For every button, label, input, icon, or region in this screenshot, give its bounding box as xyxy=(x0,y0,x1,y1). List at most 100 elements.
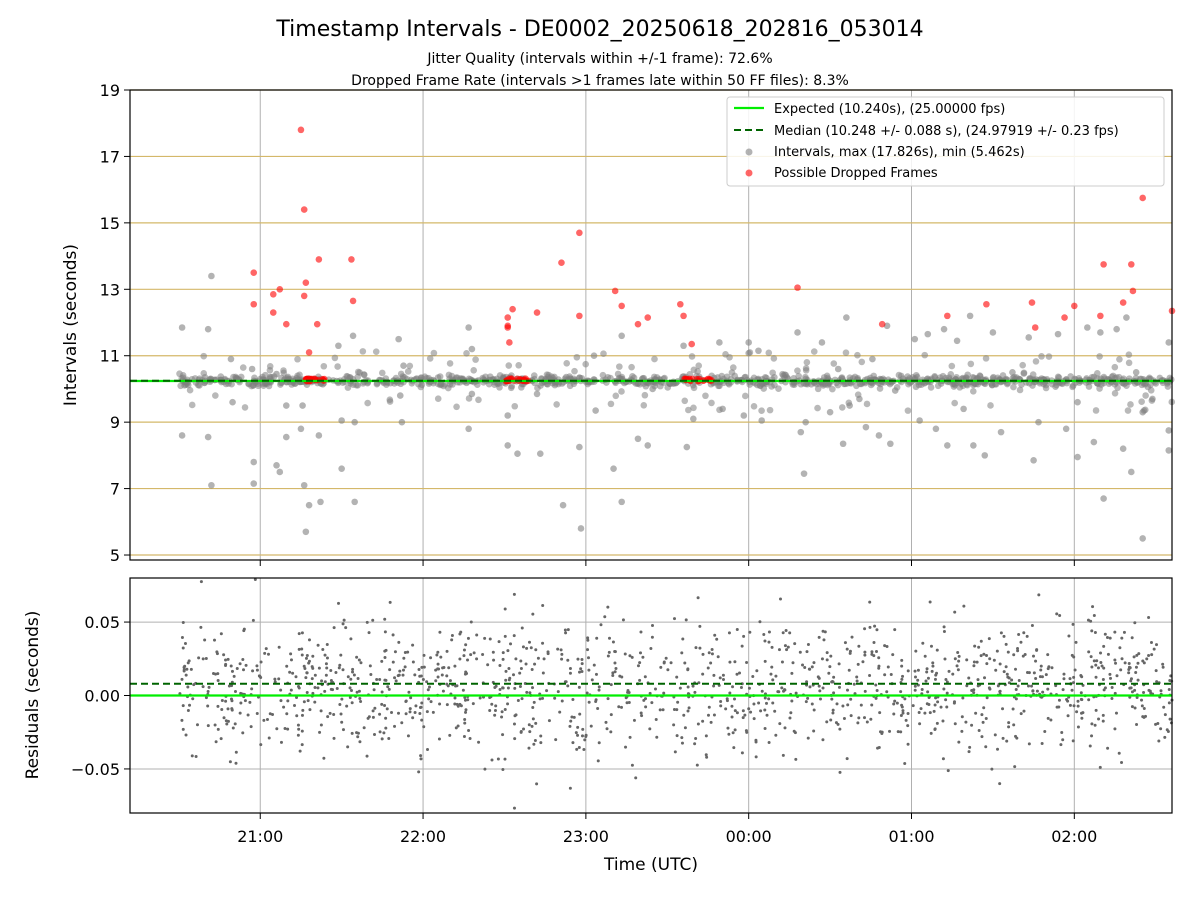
residual-point xyxy=(455,684,459,688)
residual-point xyxy=(929,731,933,735)
intervals-y-tick-label: 7 xyxy=(110,480,120,499)
residual-point xyxy=(355,690,359,694)
residual-point xyxy=(241,657,245,661)
residual-point xyxy=(740,644,744,648)
interval-point xyxy=(1147,387,1155,394)
interval-point xyxy=(795,372,802,380)
residual-point xyxy=(933,703,937,707)
residual-point xyxy=(873,624,877,628)
residual-point xyxy=(607,636,611,640)
residual-point xyxy=(970,688,974,692)
interval-point xyxy=(695,362,703,370)
residual-point xyxy=(1102,644,1106,648)
interval-point xyxy=(354,368,362,376)
interval-point xyxy=(373,380,381,388)
residual-point xyxy=(994,668,998,672)
residual-point xyxy=(496,757,500,761)
interval-point xyxy=(463,349,470,357)
residual-point xyxy=(943,657,947,661)
legend-median-label: Median (10.248 +/- 0.088 s), (24.97919 +… xyxy=(774,124,1119,139)
residual-point xyxy=(224,699,228,703)
interval-point xyxy=(854,391,862,398)
residual-point xyxy=(358,740,362,744)
residual-point xyxy=(469,620,473,624)
residual-point xyxy=(762,633,766,637)
residual-point xyxy=(308,708,312,712)
residual-point xyxy=(1135,695,1139,699)
residual-point xyxy=(745,730,749,734)
interval-point xyxy=(834,365,842,373)
dropped-frame-point xyxy=(283,320,290,328)
residual-point xyxy=(697,681,701,685)
residual-point xyxy=(793,642,797,646)
residual-point xyxy=(930,669,934,673)
dropped-frame-point xyxy=(349,297,357,305)
residual-point xyxy=(827,671,831,675)
residual-point xyxy=(450,633,454,637)
residual-point xyxy=(704,753,708,757)
interval-point xyxy=(951,399,958,407)
interval-point xyxy=(582,360,589,368)
interval-point xyxy=(188,401,196,409)
interval-point xyxy=(982,355,990,362)
interval-point xyxy=(396,392,404,399)
residual-point xyxy=(339,712,343,716)
residual-point xyxy=(1120,760,1124,764)
interval-point xyxy=(571,367,578,375)
interval-point xyxy=(769,369,776,377)
residual-point xyxy=(683,661,687,665)
residual-point xyxy=(1156,721,1160,725)
residual-point xyxy=(365,754,369,758)
interval-point xyxy=(618,332,625,340)
residual-point xyxy=(556,690,560,694)
interval-point xyxy=(1116,355,1123,363)
residual-point xyxy=(1014,734,1018,738)
residual-point xyxy=(305,690,309,694)
residual-point xyxy=(967,750,971,754)
residual-point xyxy=(1093,630,1097,634)
residual-point xyxy=(613,661,617,665)
residual-point xyxy=(564,631,568,635)
residual-point xyxy=(509,642,513,646)
residual-point xyxy=(721,673,725,677)
residual-point xyxy=(1134,670,1138,674)
chart-subtitle-dropped: Dropped Frame Rate (intervals >1 frames … xyxy=(351,73,849,89)
residual-point xyxy=(472,651,476,655)
residual-point xyxy=(831,708,835,712)
residual-point xyxy=(530,724,534,728)
residual-point xyxy=(1075,710,1079,714)
residual-point xyxy=(691,684,695,688)
residual-point xyxy=(728,691,732,695)
residual-point xyxy=(533,662,537,666)
residual-point xyxy=(960,729,964,733)
x-axis-label: Time (UTC) xyxy=(603,855,698,875)
interval-point xyxy=(511,402,519,410)
residual-point xyxy=(1162,705,1166,709)
interval-point xyxy=(182,381,190,389)
residual-point xyxy=(794,691,798,695)
residual-point xyxy=(834,721,838,725)
interval-point xyxy=(1019,361,1026,369)
residual-point xyxy=(694,737,698,741)
residual-point xyxy=(244,663,248,667)
residual-point xyxy=(611,671,615,675)
residual-point xyxy=(925,670,929,674)
residual-point xyxy=(1113,727,1117,731)
residual-point xyxy=(520,626,524,630)
residual-point xyxy=(582,748,586,752)
residual-point xyxy=(345,704,349,708)
residual-point xyxy=(817,684,821,688)
interval-point xyxy=(398,418,406,426)
residual-point xyxy=(701,652,705,656)
residual-point xyxy=(613,650,617,654)
residual-point xyxy=(576,657,580,661)
interval-point xyxy=(372,348,380,355)
residual-point xyxy=(1113,658,1117,662)
interval-point xyxy=(563,360,571,367)
residual-point xyxy=(448,679,452,683)
residual-point xyxy=(384,716,388,720)
residual-point xyxy=(1147,654,1151,658)
residual-point xyxy=(812,708,816,712)
residual-point xyxy=(420,701,424,705)
dropped-frame-point xyxy=(576,229,583,237)
